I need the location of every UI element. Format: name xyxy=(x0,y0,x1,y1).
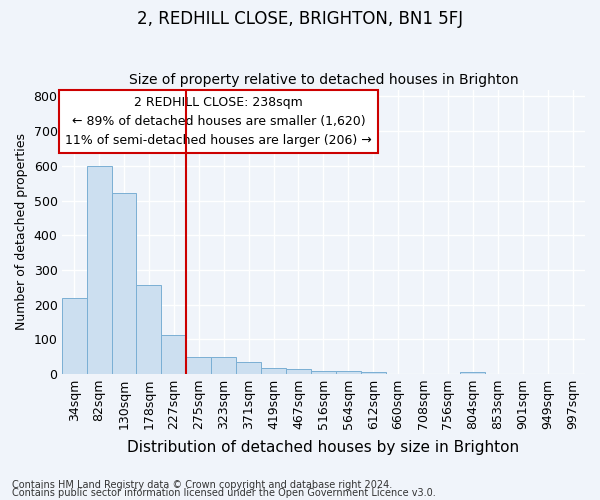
Bar xyxy=(187,356,211,374)
Bar xyxy=(161,335,187,374)
Text: Contains public sector information licensed under the Open Government Licence v3: Contains public sector information licen… xyxy=(12,488,436,498)
Text: 2, REDHILL CLOSE, BRIGHTON, BN1 5FJ: 2, REDHILL CLOSE, BRIGHTON, BN1 5FJ xyxy=(137,10,463,28)
Bar xyxy=(236,362,261,374)
Bar xyxy=(62,298,86,374)
Title: Size of property relative to detached houses in Brighton: Size of property relative to detached ho… xyxy=(128,73,518,87)
Bar xyxy=(136,284,161,374)
Bar xyxy=(112,193,136,374)
Bar xyxy=(286,369,311,374)
Bar xyxy=(211,356,236,374)
Bar xyxy=(336,370,361,374)
Y-axis label: Number of detached properties: Number of detached properties xyxy=(15,134,28,330)
Text: Contains HM Land Registry data © Crown copyright and database right 2024.: Contains HM Land Registry data © Crown c… xyxy=(12,480,392,490)
Bar xyxy=(361,372,386,374)
Bar xyxy=(460,372,485,374)
Bar xyxy=(311,370,336,374)
X-axis label: Distribution of detached houses by size in Brighton: Distribution of detached houses by size … xyxy=(127,440,520,455)
Text: 2 REDHILL CLOSE: 238sqm
← 89% of detached houses are smaller (1,620)
11% of semi: 2 REDHILL CLOSE: 238sqm ← 89% of detache… xyxy=(65,96,372,147)
Bar xyxy=(86,166,112,374)
Bar xyxy=(261,368,286,374)
